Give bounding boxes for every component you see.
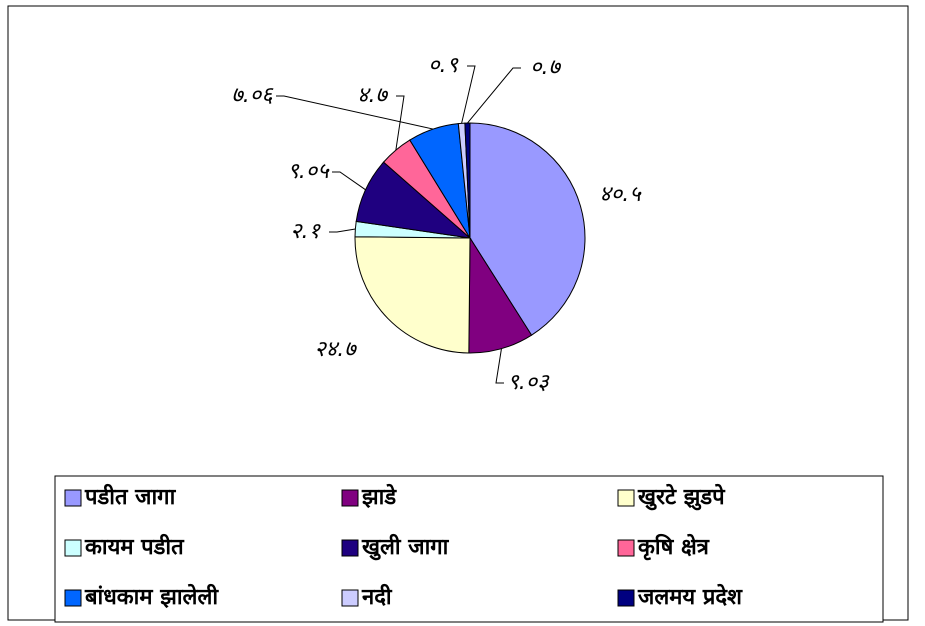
data-label: ४.७: [357, 83, 388, 108]
legend-swatch: [64, 589, 82, 607]
legend-label: नदी: [361, 583, 393, 610]
leader-line: [332, 171, 366, 191]
legend-label: पडीत जागा: [84, 483, 177, 510]
legend-swatch: [617, 539, 635, 557]
data-label: ९.०५: [287, 159, 330, 184]
legend-label: जलमय प्रदेश: [637, 583, 743, 610]
legend-label: कृषि क्षेत्र: [637, 533, 710, 561]
legend-label: खुली जागा: [361, 533, 450, 561]
data-label: ७.०६: [231, 83, 274, 108]
leader-line: [467, 67, 521, 124]
leader-line: [276, 95, 434, 130]
legend-label: कायम पडीत: [84, 533, 185, 560]
legend-swatch: [341, 589, 359, 607]
pie-slice: [464, 122, 471, 239]
legend-swatch: [64, 539, 82, 557]
data-label: ९.०३: [507, 370, 550, 395]
data-label: ०.९: [428, 53, 458, 78]
leader-line: [461, 65, 476, 124]
leader-line: [495, 348, 504, 384]
legend-swatch: [617, 489, 635, 507]
legend-swatch: [64, 489, 82, 507]
legend-label: खुरटे झुडपे: [637, 483, 726, 511]
legend-swatch: [341, 489, 359, 507]
data-label: २.१: [290, 219, 321, 244]
pie-slice: [354, 236, 471, 354]
data-label: ४०.५: [599, 182, 642, 207]
data-label: ०.७: [530, 55, 561, 80]
legend-box: [54, 475, 884, 623]
legend-label: झाडे: [361, 483, 397, 510]
pie-slice: [469, 122, 586, 336]
legend-swatch: [617, 589, 635, 607]
legend-swatch: [341, 539, 359, 557]
leader-line: [329, 228, 356, 233]
legend-label: बांधकाम झालेली: [84, 583, 219, 610]
leader-line: [395, 95, 405, 151]
data-label: २४.७: [314, 337, 357, 362]
